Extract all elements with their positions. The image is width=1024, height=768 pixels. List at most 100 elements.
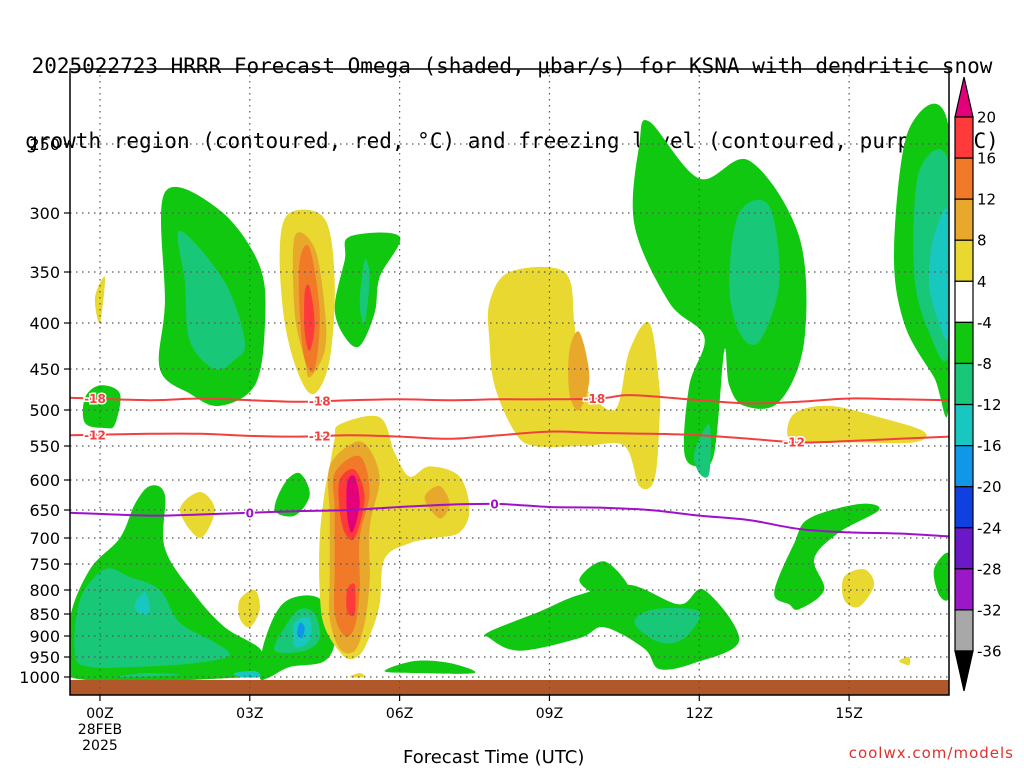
xtick-label-0-0: 00Z	[86, 706, 113, 722]
colorbar-tick-1: 16	[977, 150, 996, 168]
colorbar-swatch-12	[954, 609, 974, 652]
omega-region--16_to_-20-0	[297, 622, 305, 639]
xtick-label-9-0: 09Z	[536, 706, 563, 722]
contour-label--12-2: -12	[783, 436, 805, 450]
omega-region-8_to_12-3	[568, 331, 590, 411]
colorbar-tick-6: -8	[977, 355, 992, 373]
colorbar-tick-13: -36	[977, 643, 1002, 661]
contour-line-0	[70, 502, 949, 538]
colorbar-swatch-8	[954, 445, 974, 488]
ytick-label-850: 850	[29, 605, 60, 624]
colorbar-tick-2: 12	[977, 191, 996, 209]
colorbar-swatch-0	[954, 116, 974, 159]
omega-region--8_to_-12-1	[74, 568, 230, 668]
colorbar-tick-10: -24	[977, 519, 1002, 537]
ytick-label-250: 250	[29, 135, 60, 154]
contour-line--12	[70, 430, 949, 444]
ytick-label-350: 350	[29, 263, 60, 282]
omega-region--4_to_-8-12	[933, 552, 949, 601]
ytick-label-400: 400	[29, 314, 60, 333]
title-line-1: 2025022723 HRRR Forecast Omega (shaded, …	[31, 54, 993, 78]
omega-shading	[70, 103, 949, 682]
ytick-label-750: 750	[29, 555, 60, 574]
omega-region--4_to_-8-4	[274, 472, 310, 517]
grid-lines	[70, 69, 949, 695]
omega-region--4_to_-8-0	[82, 385, 121, 429]
xtick-label-6-0: 06Z	[386, 706, 413, 722]
chart-title: 2025022723 HRRR Forecast Omega (shaded, …	[0, 4, 1024, 179]
colorbar-swatch-6	[954, 362, 974, 406]
temperature-contours: -18 -18 -18 -12 -12 -12 0 0	[70, 390, 949, 538]
ytick-label-650: 650	[29, 501, 60, 520]
ytick-label-700: 700	[29, 529, 60, 548]
xtick-label-12-0: 12Z	[686, 706, 713, 722]
omega-region--8_to_-12-6	[693, 424, 711, 478]
colorbar-swatch-2	[954, 198, 974, 241]
contour-label--18-2: -18	[584, 392, 606, 406]
contour-label--12-1: -12	[309, 430, 331, 444]
colorbar-swatch-9	[954, 486, 974, 529]
omega-region-4_to_8-7	[787, 405, 927, 444]
colorbar-tick-5: -4	[977, 314, 992, 332]
colorbar-tick-11: -28	[977, 560, 1002, 578]
xtick-label-0-1: 28FEB	[78, 722, 122, 738]
contour-label--12-0: -12	[84, 428, 106, 442]
contour-label--18-1: -18	[309, 395, 331, 409]
omega-region--4_to_-8-9	[484, 584, 740, 670]
ytick-label-950: 950	[29, 648, 60, 667]
omega-region--8_to_-12-3	[359, 259, 370, 324]
colorbar-swatch-1	[954, 157, 974, 200]
colorbar-swatch-4	[954, 280, 974, 323]
colorbar-swatch-11	[954, 568, 974, 611]
omega-region--4_to_-8-11	[774, 503, 880, 610]
colorbar-swatch-10	[954, 527, 974, 570]
terrain-strip	[70, 680, 949, 695]
colorbar: 20 16 12 8 4 -4 -8 -12 -16 -20 -24 -28 -32 -36	[954, 76, 1002, 692]
colorbar-tick-3: 8	[977, 232, 987, 250]
ytick-label-300: 300	[29, 204, 60, 223]
omega-region--8_to_-12-4	[634, 607, 701, 644]
contour-label-0-1: 0	[490, 498, 498, 512]
colorbar-swatch-5	[954, 321, 974, 365]
ytick-label-550: 550	[29, 437, 60, 456]
ytick-label-600: 600	[29, 471, 60, 490]
colorbar-swatch-7	[954, 403, 974, 447]
contour-label-0-0: 0	[246, 506, 254, 520]
ytick-label-450: 450	[29, 360, 60, 379]
omega-region--8_to_-12-0	[177, 230, 246, 370]
colorbar-tick-7: -12	[977, 396, 1002, 414]
omega-region-16_to_20-2	[346, 583, 356, 617]
omega-region--4_to_-8-10	[579, 561, 630, 596]
omega-region->20-0	[346, 475, 360, 533]
ytick-label-900: 900	[29, 627, 60, 646]
ytick-label-800: 800	[29, 581, 60, 600]
colorbar-tick-4: 4	[977, 273, 987, 291]
colorbar-tick-9: -20	[977, 478, 1002, 496]
xtick-label-0-2: 2025	[82, 738, 118, 754]
pressure-axis: 250 300 350 400 450 500 550 600 650 700 750 800 850 9…	[19, 135, 70, 687]
omega-region--8_to_-12-8	[118, 672, 181, 678]
omega-region--4_to_-8-6	[384, 660, 476, 674]
colorbar-top-arrow	[954, 76, 974, 118]
omega-region-16_to_20-0	[304, 284, 315, 351]
omega-region-4_to_8-0	[94, 276, 106, 324]
omega-region--12_to_-16-3	[233, 670, 261, 678]
colorbar-tick-0: 20	[977, 109, 996, 127]
xtick-label-3-0: 03Z	[236, 706, 263, 722]
terrain-fill	[70, 680, 949, 695]
x-axis-label: Forecast Time (UTC)	[403, 747, 585, 768]
colorbar-bottom-arrow	[954, 650, 974, 692]
contour-label--18-0: -18	[84, 392, 106, 406]
colorbar-swatch-3	[954, 239, 974, 282]
source-url[interactable]: coolwx.com/models	[848, 744, 1014, 762]
colorbar-tick-8: -16	[977, 437, 1002, 455]
omega-region--12_to_-16-1	[928, 208, 949, 340]
ytick-label-500: 500	[29, 401, 60, 420]
ytick-label-1000: 1000	[19, 668, 60, 687]
omega-region-4_to_8-9	[899, 656, 911, 666]
omega-region--12_to_-16-0	[134, 592, 151, 615]
colorbar-tick-12: -32	[977, 601, 1002, 619]
omega-region-4_to_8-8	[841, 568, 875, 608]
